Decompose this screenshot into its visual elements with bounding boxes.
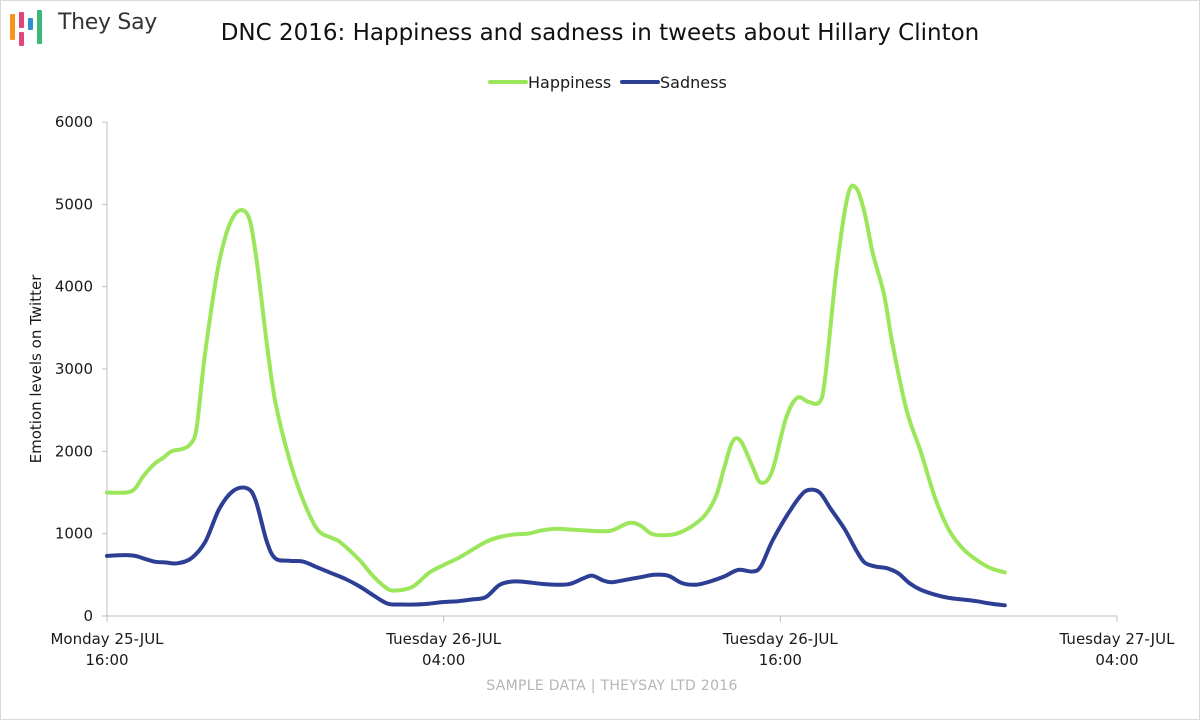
x-tick-label: Monday 25-JUL (50, 630, 164, 648)
legend-label-sadness: Sadness (660, 73, 727, 92)
logo-bar-green (37, 10, 42, 44)
y-tick-label: 3000 (55, 360, 93, 378)
x-tick-label: 16:00 (85, 651, 128, 669)
x-tick-label: Tuesday 27-JUL (1059, 630, 1176, 648)
x-tick-label: 04:00 (1095, 651, 1138, 669)
x-tick-label: 16:00 (759, 651, 802, 669)
legend-label-happiness: Happiness (528, 73, 611, 92)
chart-title: DNC 2016: Happiness and sadness in tweet… (220, 20, 980, 46)
y-tick-label: 4000 (55, 278, 93, 296)
logo-bar-orange (10, 14, 15, 40)
series-line-happiness (105, 183, 1007, 593)
logo-bar-pink-low (19, 32, 24, 46)
x-tick-label: Tuesday 26-JUL (385, 630, 502, 648)
y-tick-label: 5000 (55, 195, 93, 213)
logo-bar-pink (19, 12, 24, 28)
x-tick-label: Tuesday 26-JUL (722, 630, 839, 648)
logo-bar-blue (28, 18, 33, 30)
series-line-sadness (105, 485, 1007, 608)
theysay-logo (10, 10, 42, 46)
y-tick-label: 2000 (55, 442, 93, 460)
y-tick-label: 1000 (55, 525, 93, 543)
y-axis-label: Emotion levels on Twitter (27, 274, 45, 464)
footer-credit: SAMPLE DATA | THEYSAY LTD 2016 (486, 678, 738, 694)
y-tick-label: 0 (83, 607, 93, 625)
brand-name: They Say (58, 10, 157, 35)
y-tick-label: 6000 (55, 113, 93, 131)
x-tick-label: 04:00 (422, 651, 465, 669)
